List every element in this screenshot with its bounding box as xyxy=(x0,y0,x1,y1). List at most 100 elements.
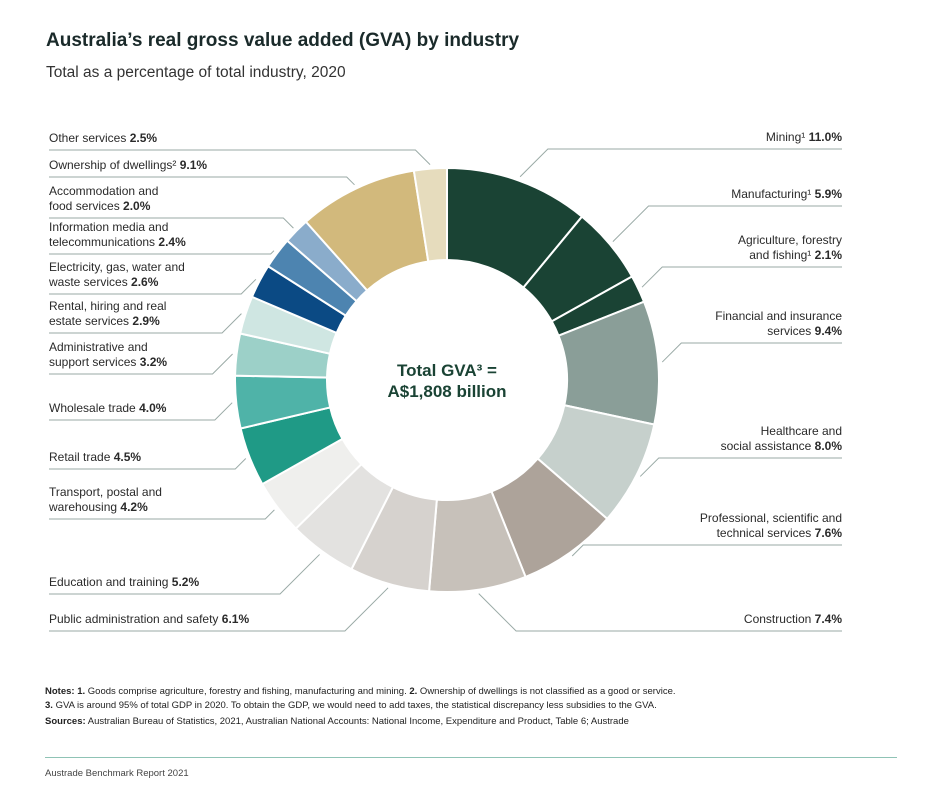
slice-value: 2.4% xyxy=(158,235,186,249)
total-gva-line1: Total GVA³ = xyxy=(397,361,497,380)
leader-line xyxy=(49,353,233,375)
slice-label: Public administration and safety 6.1% xyxy=(49,612,249,627)
note-1-label: 1. xyxy=(77,686,86,697)
donut-slice xyxy=(412,166,448,263)
slice-label-text: services xyxy=(767,324,812,338)
note-1: Goods comprise agriculture, forestry and… xyxy=(85,686,410,697)
slice-label: Rental, hiring and real estate services 2… xyxy=(49,299,166,329)
slice-label: Financial and insurance services 9.4% xyxy=(715,309,842,339)
sources: Australian Bureau of Statistics, 2021, A… xyxy=(85,716,629,727)
slice-label-text: estate services xyxy=(49,314,130,328)
slice-value: 7.4% xyxy=(814,612,842,626)
footer: Austrade Benchmark Report 2021 xyxy=(45,768,189,779)
slice-label-text: food services xyxy=(49,199,120,213)
slice-label-text: waste services xyxy=(49,275,128,289)
leader-line xyxy=(49,217,294,229)
slice-label-text: Healthcare and xyxy=(760,424,842,438)
leader-line xyxy=(49,458,247,470)
slice-label-text: Wholesale trade xyxy=(49,401,136,415)
leader-line xyxy=(49,250,275,255)
slice-label-text: and fishing¹ xyxy=(749,248,812,262)
slice-label: Electricity, gas, water and waste service… xyxy=(49,260,185,290)
slice-value: 2.9% xyxy=(132,314,160,328)
donut-chart xyxy=(49,148,842,632)
leader-line xyxy=(49,149,431,166)
slice-value: 4.0% xyxy=(139,401,167,415)
notes-label: Notes: xyxy=(45,686,75,697)
slice-value: 6.1% xyxy=(221,612,250,626)
leader-line xyxy=(641,266,842,288)
slice-label: Retail trade 4.5% xyxy=(49,450,141,465)
leader-line xyxy=(571,544,842,557)
slice-label-text: Electricity, gas, water and xyxy=(49,260,185,274)
leader-line xyxy=(639,457,842,477)
slice-value: 9.1% xyxy=(179,158,208,172)
slice-label: Ownership of dwellings² 9.1% xyxy=(49,158,207,173)
leader-line xyxy=(49,554,320,595)
slice-label: Education and training 5.2% xyxy=(49,575,199,590)
slice-label-text: Accommodation and xyxy=(49,184,159,198)
slice-label-text: Information media and xyxy=(49,220,169,234)
slice-value: 11.0% xyxy=(808,130,842,144)
leader-line xyxy=(49,176,355,186)
slice-value: 2.1% xyxy=(814,248,842,262)
slice-label-text: Manufacturing¹ xyxy=(731,187,812,201)
slice-label-text: social assistance xyxy=(720,439,812,453)
slice-value: 4.2% xyxy=(120,500,148,514)
slice-value: 9.4% xyxy=(814,324,842,338)
slice-value: 5.9% xyxy=(814,187,842,201)
slice-label-text: Transport, postal and xyxy=(49,485,162,499)
slice-value: 2.5% xyxy=(129,131,158,145)
slice-label-text: Administrative and xyxy=(49,340,148,354)
slice-label-text: support services xyxy=(49,355,137,369)
slice-label: Manufacturing¹ 5.9% xyxy=(731,187,842,202)
slice-label-text: Education and training xyxy=(49,575,169,589)
slice-label: Accommodation and food services 2.0% xyxy=(49,184,158,214)
slice-value: 2.6% xyxy=(131,275,159,289)
note-2: Ownership of dwellings is not classified… xyxy=(417,686,676,697)
sources-label: Sources: xyxy=(45,716,86,727)
slice-value: 7.6% xyxy=(814,526,842,540)
notes: Notes: 1. Goods comprise agriculture, fo… xyxy=(45,685,676,729)
slice-label-text: Construction xyxy=(743,612,812,626)
slice-label-text: Financial and insurance xyxy=(715,309,842,323)
leader-line xyxy=(49,313,242,334)
total-gva-label: Total GVA³ = A$1,808 billion xyxy=(347,360,547,402)
slice-label-text: warehousing xyxy=(49,500,118,514)
leader-line xyxy=(612,205,842,243)
note-2-label: 2. xyxy=(409,686,418,697)
leader-line xyxy=(49,509,275,520)
slice-label-text: Public administration and safety xyxy=(49,612,219,626)
slice-label: Administrative and support services 3.2% xyxy=(49,340,167,370)
slice-label-text: Retail trade xyxy=(49,450,111,464)
slice-label-text: telecommunications xyxy=(49,235,156,249)
slice-label: Information media and telecommunications … xyxy=(49,220,186,250)
total-gva-line2: A$1,808 billion xyxy=(387,382,507,401)
note-3-label: 3. xyxy=(45,700,53,711)
slice-label-text: Other services xyxy=(49,131,127,145)
slice-label-text: technical services xyxy=(716,526,812,540)
slice-value: 4.5% xyxy=(113,450,142,464)
leader-line xyxy=(49,402,233,421)
slice-label-text: Mining¹ xyxy=(765,130,806,144)
note-3: GVA is around 95% of total GDP in 2020. … xyxy=(52,700,657,711)
slice-label: Mining¹ 11.0% xyxy=(766,130,842,145)
slice-label-text: Rental, hiring and real xyxy=(49,299,167,313)
slice-label: Healthcare and social assistance 8.0% xyxy=(721,424,842,454)
leader-line xyxy=(49,587,389,632)
leader-line xyxy=(661,342,842,363)
slice-label: Other services 2.5% xyxy=(49,131,157,146)
footer-divider xyxy=(45,757,897,758)
slice-value: 5.2% xyxy=(171,575,200,589)
slice-label: Professional, scientific and technical se… xyxy=(700,511,842,541)
slice-label: Agriculture, forestry and fishing¹ 2.1% xyxy=(738,233,842,263)
slice-label: Wholesale trade 4.0% xyxy=(49,401,166,416)
chart-title: Australia’s real gross value added (GVA)… xyxy=(46,30,520,51)
slice-value: 2.0% xyxy=(123,199,151,213)
leader-line xyxy=(519,148,842,178)
slice-label: Transport, postal and warehousing 4.2% xyxy=(49,485,162,515)
slice-value: 3.2% xyxy=(139,355,168,369)
slice-label: Construction 7.4% xyxy=(744,612,842,627)
slice-label-text: Professional, scientific and xyxy=(699,511,842,525)
